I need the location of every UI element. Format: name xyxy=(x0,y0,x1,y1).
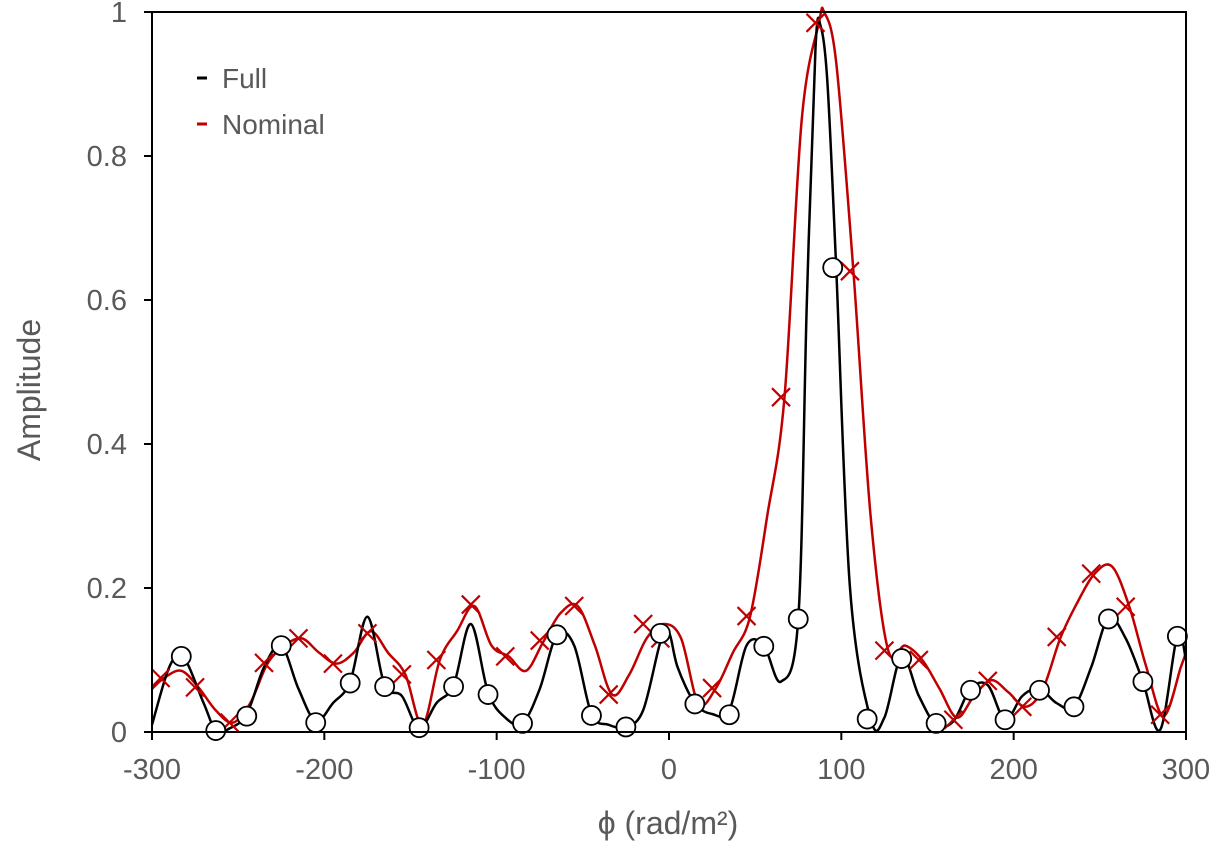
data-point-nominal xyxy=(254,653,274,673)
data-point-nominal xyxy=(771,387,791,407)
data-point-full xyxy=(891,648,913,669)
data-point-full xyxy=(205,720,227,741)
x-tick-label: -200 xyxy=(295,754,353,786)
data-point-nominal xyxy=(840,261,860,281)
data-point-full xyxy=(236,705,258,727)
data-point-full xyxy=(994,709,1016,731)
data-point-full xyxy=(270,635,292,656)
data-point-full xyxy=(615,716,637,738)
data-point-nominal xyxy=(426,650,447,670)
data-point-nominal xyxy=(874,640,895,661)
legend: Full Nominal xyxy=(197,63,325,140)
data-point-nominal xyxy=(1012,697,1033,717)
data-point-full xyxy=(477,684,499,705)
data-point-nominal xyxy=(288,628,309,649)
data-point-full xyxy=(546,624,568,646)
data-point-nominal xyxy=(461,594,481,615)
legend-label-full: Full xyxy=(222,63,267,94)
data-point-nominal xyxy=(529,630,550,651)
data-point-nominal xyxy=(943,709,964,730)
x-tick-label: -300 xyxy=(123,754,181,786)
axes: -300 -200 -100 0 100 200 300 0 0.2 0.4 0.6 0.8 1 xyxy=(87,0,1211,786)
x-tick-label: -100 xyxy=(468,754,526,786)
y-tick-label: 1 xyxy=(111,0,127,29)
data-point-nominal xyxy=(392,664,412,685)
data-point-nominal xyxy=(736,606,757,626)
y-tick-label: 0.2 xyxy=(87,573,127,605)
data-point-full xyxy=(1132,671,1154,692)
data-point-full xyxy=(170,646,192,667)
data-point-full xyxy=(718,704,740,726)
y-tick-label: 0.8 xyxy=(87,141,127,173)
y-tick-label: 0.4 xyxy=(87,429,127,461)
data-point-nominal xyxy=(357,623,378,644)
data-point-nominal xyxy=(978,671,998,691)
data-point-full xyxy=(581,705,602,726)
data-point-full xyxy=(684,693,706,715)
data-point-nominal xyxy=(598,684,619,705)
data-point-nominal xyxy=(150,668,171,688)
series-line-nominal xyxy=(151,6,1188,727)
data-point-nominal xyxy=(909,650,929,670)
markers-full xyxy=(170,257,1188,741)
x-tick-label: 100 xyxy=(817,754,865,786)
data-point-nominal xyxy=(1150,704,1170,725)
data-point-full xyxy=(822,257,844,279)
data-point-full xyxy=(649,622,671,644)
data-point-full xyxy=(753,635,775,657)
data-point-full xyxy=(960,679,981,701)
x-tick-label: 300 xyxy=(1162,754,1210,786)
data-point-full xyxy=(339,672,361,694)
data-point-full xyxy=(443,676,464,698)
data-point-nominal xyxy=(1081,563,1101,584)
data-point-full xyxy=(305,712,327,734)
data-point-full xyxy=(1029,679,1050,701)
series-layer xyxy=(150,6,1188,741)
y-tick-label: 0 xyxy=(111,717,127,749)
y-axis-title: Amplitude xyxy=(11,319,47,461)
data-point-full xyxy=(1098,608,1119,630)
data-point-nominal xyxy=(564,596,584,616)
data-point-nominal xyxy=(702,678,722,698)
x-tick-label: 0 xyxy=(661,754,677,786)
y-tick-label: 0.6 xyxy=(87,285,127,317)
markers-nominal xyxy=(150,13,1170,733)
data-point-nominal xyxy=(805,13,826,33)
data-point-full xyxy=(787,608,809,630)
data-point-full xyxy=(1166,625,1188,647)
data-point-nominal xyxy=(495,646,516,667)
legend-label-nominal: Nominal xyxy=(222,109,325,140)
data-point-nominal xyxy=(633,614,653,634)
data-point-nominal xyxy=(323,653,343,674)
data-point-full xyxy=(1063,696,1085,718)
series-nominal xyxy=(151,6,1188,727)
data-point-full xyxy=(925,712,947,734)
data-point-full xyxy=(374,676,396,698)
data-point-full xyxy=(512,712,533,734)
data-point-nominal xyxy=(1115,596,1136,617)
data-point-full xyxy=(408,717,430,739)
x-axis-title: ϕ (rad/m²) xyxy=(598,805,739,841)
x-tick-label: 200 xyxy=(989,754,1037,786)
data-point-full xyxy=(856,708,878,730)
data-point-nominal xyxy=(185,677,205,698)
data-point-nominal xyxy=(1046,627,1067,647)
